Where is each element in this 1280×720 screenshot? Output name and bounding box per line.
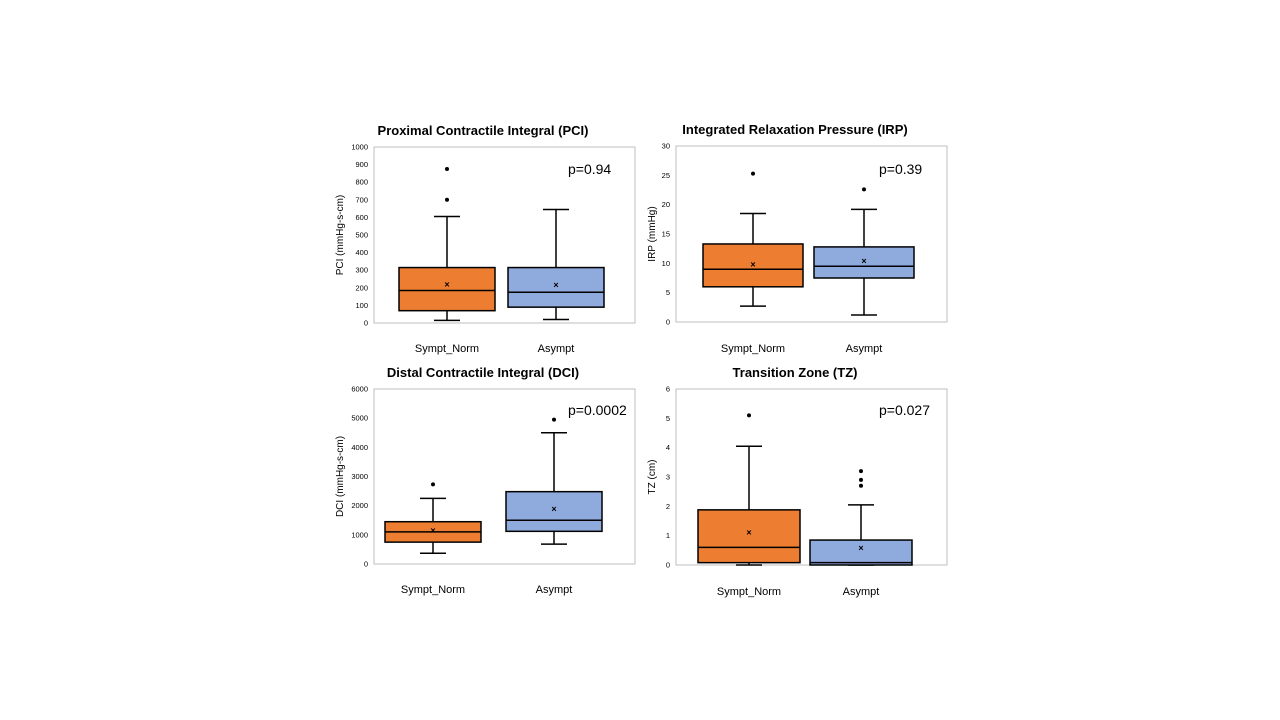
- y-tick-label: 15: [662, 230, 670, 239]
- chart-panel: Transition Zone (TZ) 0 1 2 3 4 5 6 TZ (cm) p=0.02…: [640, 360, 952, 602]
- box-series-sympt-norm: ×: [398, 167, 496, 322]
- category-label: Asympt: [538, 343, 575, 355]
- p-value-annotation: p=0.0002: [568, 402, 627, 418]
- outlier-point: [862, 187, 866, 192]
- mean-marker: ×: [746, 528, 751, 538]
- y-tick-label: 1000: [351, 530, 368, 539]
- p-value-annotation: p=0.027: [879, 402, 930, 418]
- y-tick-label: 1000: [351, 143, 368, 152]
- y-tick-label: 700: [355, 195, 368, 204]
- y-tick-label: 1: [666, 531, 670, 540]
- outlier-point: [445, 197, 449, 202]
- iqr-box: [507, 266, 605, 308]
- p-value-annotation: p=0.94: [568, 161, 611, 177]
- mean-marker: ×: [861, 256, 866, 266]
- y-tick-label: 6: [666, 385, 670, 394]
- category-label: Asympt: [846, 343, 883, 355]
- y-axis-label: TZ (cm): [647, 460, 658, 495]
- box-series-asympt: ×: [813, 187, 915, 316]
- y-tick-label: 5: [666, 414, 670, 423]
- box-series-sympt-norm: ×: [702, 171, 804, 307]
- y-tick-label: 3: [666, 473, 670, 482]
- mean-marker: ×: [551, 504, 556, 514]
- box-series-sympt-norm: ×: [697, 413, 801, 566]
- outlier-point: [552, 417, 556, 422]
- outlier-point: [859, 469, 863, 474]
- y-tick-label: 0: [666, 318, 670, 327]
- iqr-box: [697, 509, 801, 564]
- y-tick-label: 25: [662, 171, 670, 180]
- box-series-asympt: ×: [809, 469, 913, 566]
- mean-marker: ×: [750, 260, 755, 270]
- mean-marker: ×: [444, 279, 449, 289]
- y-tick-label: 30: [662, 142, 670, 151]
- outlier-point: [431, 482, 435, 487]
- outlier-point: [859, 477, 863, 482]
- p-value-annotation: p=0.39: [879, 161, 922, 177]
- chart-panel: Integrated Relaxation Pressure (IRP) 0 5 10…: [640, 117, 952, 357]
- y-tick-label: 200: [355, 283, 368, 292]
- mean-marker: ×: [858, 543, 863, 553]
- mean-marker: ×: [553, 280, 558, 290]
- chart-panel: Proximal Contractile Integral (PCI) 0 100 2…: [329, 117, 637, 357]
- box-series-asympt: ×: [505, 417, 603, 545]
- y-tick-label: 900: [355, 160, 368, 169]
- y-tick-label: 4: [666, 443, 670, 452]
- plot-area: [675, 145, 948, 323]
- y-tick-label: 3000: [351, 472, 368, 481]
- box-series-sympt-norm: ×: [384, 482, 482, 554]
- chart-title: Transition Zone (TZ): [733, 365, 858, 380]
- chart-title: Proximal Contractile Integral (PCI): [378, 123, 589, 138]
- y-tick-label: 0: [364, 560, 368, 569]
- category-label: Asympt: [536, 584, 573, 596]
- outlier-point: [445, 167, 449, 171]
- y-tick-label: 0: [666, 561, 670, 570]
- category-label: Sympt_Norm: [401, 584, 465, 596]
- category-label: Sympt_Norm: [717, 586, 781, 598]
- y-tick-label: 10: [662, 259, 670, 268]
- y-tick-label: 2000: [351, 501, 368, 510]
- y-tick-label: 400: [355, 248, 368, 257]
- outlier-point: [751, 171, 755, 176]
- y-tick-label: 5000: [351, 414, 368, 423]
- chart-panel: Distal Contractile Integral (DCI) 0 1000 20…: [329, 360, 637, 600]
- outlier-point: [859, 483, 863, 488]
- iqr-box: [813, 246, 915, 279]
- iqr-box: [398, 266, 496, 312]
- y-axis-label: PCI (mmHg-s-cm): [335, 195, 346, 276]
- chart-title: Distal Contractile Integral (DCI): [387, 365, 579, 380]
- iqr-box: [702, 243, 804, 288]
- chart-title: Integrated Relaxation Pressure (IRP): [682, 122, 907, 137]
- y-tick-label: 800: [355, 178, 368, 187]
- y-axis-label: IRP (mmHg): [647, 206, 658, 261]
- y-axis-label: DCI (mmHg-s-cm): [335, 436, 346, 517]
- category-label: Sympt_Norm: [721, 343, 785, 355]
- y-tick-label: 500: [355, 231, 368, 240]
- outlier-point: [747, 413, 751, 418]
- category-label: Asympt: [843, 586, 880, 598]
- y-tick-label: 600: [355, 213, 368, 222]
- category-label: Sympt_Norm: [415, 343, 479, 355]
- y-tick-label: 4000: [351, 443, 368, 452]
- iqr-box: [505, 490, 603, 533]
- y-tick-label: 5: [666, 288, 670, 297]
- y-tick-label: 2: [666, 502, 670, 511]
- y-tick-label: 6000: [351, 385, 368, 394]
- y-tick-label: 100: [355, 301, 368, 310]
- iqr-box: [809, 539, 913, 566]
- plot-area: [675, 388, 948, 566]
- y-tick-label: 0: [364, 319, 368, 328]
- box-series-asympt: ×: [507, 208, 605, 321]
- mean-marker: ×: [430, 525, 435, 535]
- y-tick-label: 300: [355, 266, 368, 275]
- y-tick-label: 20: [662, 200, 670, 209]
